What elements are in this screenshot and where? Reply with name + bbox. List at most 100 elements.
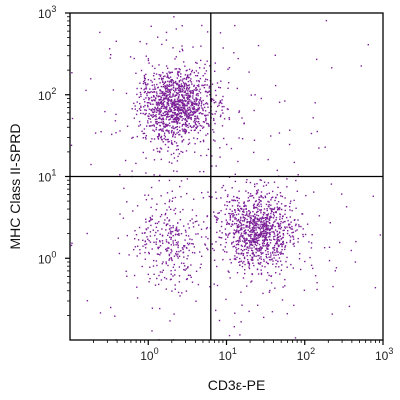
- scatter-point: [169, 232, 172, 234]
- scatter-point: [145, 86, 147, 88]
- scatter-point: [225, 219, 227, 221]
- scatter-point: [177, 87, 179, 90]
- scatter-point: [289, 239, 292, 242]
- scatter-point: [256, 190, 258, 192]
- scatter-point: [189, 125, 192, 127]
- scatter-point: [128, 254, 130, 256]
- scatter-point: [245, 208, 247, 210]
- scatter-point: [193, 110, 195, 112]
- scatter-point: [174, 58, 176, 60]
- scatter-point: [263, 236, 266, 238]
- scatter-point: [284, 278, 286, 281]
- scatter-point: [184, 117, 186, 120]
- scatter-point: [205, 228, 208, 230]
- scatter-point: [168, 99, 170, 102]
- scatter-point: [184, 121, 187, 124]
- scatter-point: [277, 201, 280, 203]
- scatter-point: [232, 212, 234, 215]
- scatter-point: [197, 104, 199, 107]
- scatter-point: [247, 229, 249, 231]
- scatter-point: [118, 252, 121, 255]
- scatter-point: [292, 231, 295, 233]
- scatter-point: [186, 242, 189, 244]
- scatter-point: [164, 85, 166, 88]
- scatter-point: [245, 226, 247, 228]
- scatter-point: [199, 251, 201, 253]
- scatter-point: [201, 24, 203, 27]
- scatter-point: [119, 130, 121, 132]
- scatter-point: [143, 232, 146, 234]
- scatter-point: [212, 129, 214, 131]
- scatter-point: [249, 193, 252, 195]
- scatter-point: [168, 83, 171, 86]
- scatter-point: [144, 251, 146, 254]
- scatter-point: [198, 224, 200, 226]
- scatter-point: [256, 240, 258, 242]
- scatter-point: [170, 248, 172, 251]
- scatter-point: [197, 84, 200, 86]
- scatter-point: [145, 199, 148, 201]
- scatter-point: [264, 236, 267, 238]
- scatter-point: [198, 90, 200, 92]
- scatter-point: [248, 231, 251, 233]
- scatter-point: [178, 112, 180, 114]
- scatter-point: [273, 215, 275, 217]
- scatter-point: [155, 243, 157, 245]
- scatter-point: [232, 199, 234, 202]
- scatter-point: [229, 219, 231, 221]
- scatter-point: [271, 225, 273, 227]
- scatter-point: [157, 109, 159, 112]
- scatter-point: [184, 112, 186, 114]
- scatter-point: [243, 256, 246, 258]
- scatter-point: [161, 139, 163, 141]
- scatter-point: [160, 148, 163, 150]
- scatter-point: [286, 226, 288, 228]
- scatter-point: [162, 105, 164, 107]
- scatter-point: [258, 224, 260, 226]
- scatter-point: [281, 299, 284, 301]
- scatter-point: [178, 86, 180, 88]
- scatter-point: [255, 237, 257, 239]
- scatter-point: [143, 98, 145, 101]
- scatter-point: [168, 71, 170, 73]
- scatter-point: [149, 88, 151, 90]
- scatter-point: [289, 129, 291, 131]
- scatter-point: [259, 179, 261, 181]
- scatter-point: [185, 268, 187, 270]
- scatter-point: [161, 103, 163, 105]
- scatter-point: [156, 222, 159, 225]
- scatter-point: [297, 174, 299, 176]
- scatter-point: [195, 270, 198, 272]
- scatter-point: [126, 275, 128, 277]
- scatter-point: [241, 252, 243, 255]
- scatter-point: [188, 142, 191, 144]
- scatter-point: [202, 99, 204, 102]
- scatter-point: [243, 260, 245, 263]
- scatter-point: [236, 248, 238, 251]
- scatter-point: [176, 92, 178, 95]
- scatter-point: [249, 254, 251, 257]
- scatter-point: [184, 130, 187, 133]
- scatter-point: [175, 89, 177, 91]
- scatter-point: [251, 238, 253, 240]
- scatter-point: [277, 260, 279, 263]
- scatter-point: [261, 247, 263, 249]
- scatter-point: [185, 122, 187, 125]
- scatter-point: [159, 128, 161, 131]
- scatter-point: [213, 99, 215, 102]
- scatter-point: [284, 245, 287, 247]
- scatter-point: [239, 217, 242, 219]
- scatter-point: [174, 196, 177, 199]
- scatter-point: [173, 117, 176, 120]
- scatter-point: [165, 125, 167, 127]
- scatter-point: [196, 93, 198, 95]
- scatter-point: [242, 262, 244, 264]
- scatter-point: [187, 109, 189, 111]
- scatter-point: [159, 240, 161, 242]
- scatter-point: [182, 100, 185, 102]
- scatter-point: [160, 105, 163, 108]
- scatter-point: [183, 225, 185, 227]
- scatter-point: [147, 91, 149, 93]
- scatter-point: [183, 96, 185, 98]
- scatter-point: [175, 87, 177, 90]
